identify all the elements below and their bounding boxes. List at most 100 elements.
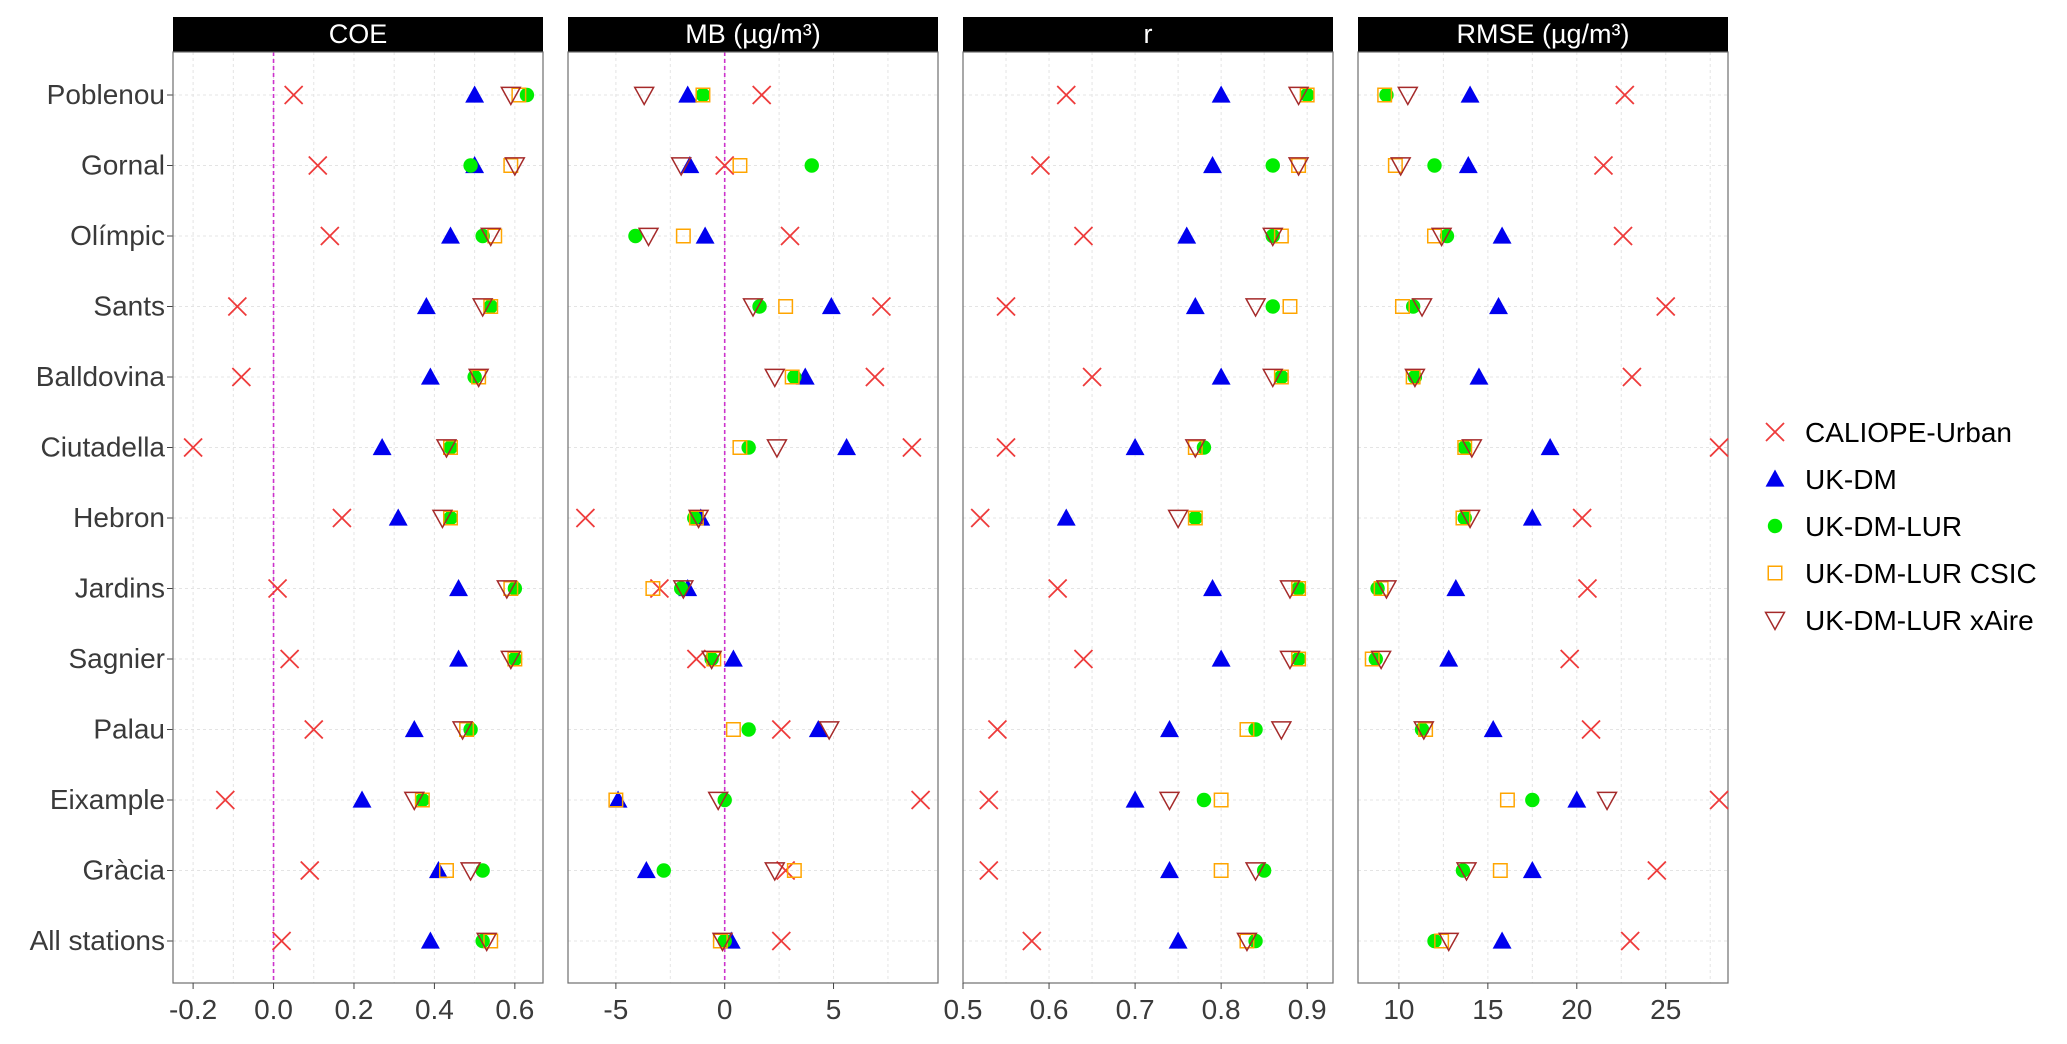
data-point (1299, 87, 1315, 103)
data-point (1291, 158, 1307, 173)
data-point (608, 792, 624, 808)
data-point (1265, 158, 1280, 173)
data-point (1082, 367, 1102, 387)
data-point (1203, 156, 1222, 174)
data-point (752, 299, 767, 314)
data-point (673, 581, 689, 596)
data-point (500, 86, 522, 107)
data-point (871, 296, 892, 317)
data-point (808, 720, 828, 738)
data-point (304, 719, 324, 740)
panel-strip (173, 17, 543, 52)
data-point (1158, 791, 1181, 812)
data-point (467, 368, 490, 389)
legend-key (1765, 469, 1785, 487)
x-tick-label: 0.5 (944, 994, 983, 1025)
data-point (403, 791, 426, 812)
x-tick-label: 5 (826, 994, 842, 1025)
data-point (503, 158, 519, 173)
data-point (818, 721, 840, 741)
data-point (1499, 792, 1515, 808)
data-point (1375, 580, 1398, 600)
data-point (1427, 158, 1442, 173)
data-point (1492, 863, 1508, 878)
panel-strip (568, 17, 938, 52)
data-point (1287, 86, 1310, 107)
x-tick-label: 0.6 (1030, 994, 1069, 1025)
data-point (1196, 440, 1212, 455)
data-point (1167, 509, 1189, 530)
data-point (787, 369, 802, 385)
y-tick-label: Sagnier (68, 643, 165, 674)
data-point (1439, 649, 1459, 667)
data-point (752, 85, 772, 105)
data-point (732, 440, 748, 455)
x-tick-label: 10 (1383, 994, 1414, 1025)
data-point (443, 440, 458, 455)
data-point (1188, 510, 1203, 526)
data-point (483, 299, 498, 314)
data-point (575, 508, 596, 528)
data-point (804, 158, 819, 173)
data-point (1596, 791, 1618, 812)
panel-border (962, 51, 1334, 984)
data-point (1184, 439, 1207, 459)
data-point (441, 226, 460, 244)
data-point (1211, 649, 1231, 667)
data-point (428, 861, 448, 879)
data-point (1048, 578, 1068, 599)
data-point (1056, 85, 1076, 105)
data-point (780, 226, 800, 246)
x-tick-label: -5 (603, 994, 628, 1025)
data-point (504, 157, 526, 177)
data-point (1265, 299, 1280, 314)
data-point (707, 791, 729, 812)
data-point (723, 649, 743, 667)
data-point (1073, 226, 1094, 246)
data-point (479, 227, 502, 248)
data-point (786, 863, 802, 878)
data-point (1430, 227, 1453, 248)
data-point (1282, 299, 1298, 314)
data-point (1160, 861, 1179, 879)
legend-label: CALIOPE-Urban (1805, 417, 2012, 448)
data-point (1196, 792, 1212, 808)
data-point (507, 651, 523, 667)
data-point (1291, 581, 1306, 596)
grid (962, 52, 1333, 983)
y-tick-label: Olímpic (70, 220, 165, 251)
data-point (987, 719, 1008, 740)
data-point (503, 581, 519, 596)
data-point (511, 87, 527, 103)
data-point (741, 722, 756, 737)
data-point (1256, 863, 1272, 878)
data-point (483, 299, 499, 314)
panel-title: MB (µg/m³) (685, 19, 821, 49)
data-point (388, 508, 408, 526)
panel-border (567, 51, 939, 984)
data-point (1185, 297, 1205, 315)
data-point (637, 227, 660, 248)
data-point (1030, 155, 1051, 176)
x-tick-label: 20 (1561, 994, 1592, 1025)
data-point (459, 722, 475, 737)
data-point (1469, 367, 1489, 385)
data-point (865, 367, 885, 387)
panel-strip (963, 17, 1333, 52)
data-point (700, 650, 723, 671)
data-point (320, 226, 340, 246)
data-point (910, 790, 931, 810)
data-point (420, 931, 440, 949)
panel-title: r (1144, 19, 1153, 49)
data-point (715, 155, 735, 176)
data-point (463, 158, 478, 173)
data-point (1279, 650, 1301, 671)
data-point (1455, 510, 1471, 526)
data-point (1615, 85, 1635, 105)
data-point (1709, 790, 1729, 810)
data-point (1446, 579, 1466, 597)
data-points (575, 85, 931, 953)
y-tick-label: Poblenou (47, 79, 165, 110)
data-point (695, 226, 715, 244)
